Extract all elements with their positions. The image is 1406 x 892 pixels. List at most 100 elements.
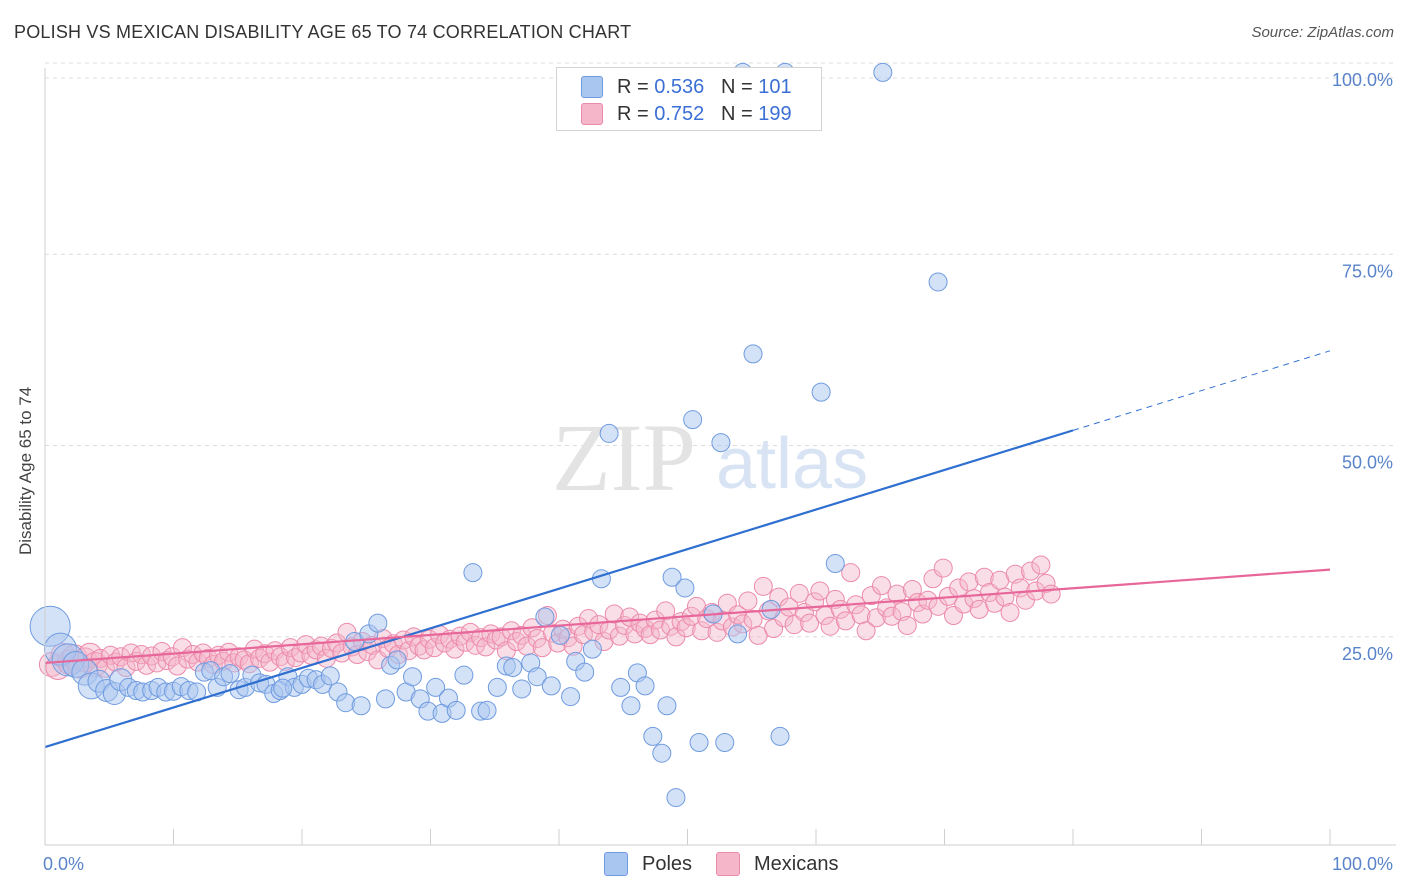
poles-point — [503, 658, 523, 678]
poles-point — [575, 662, 595, 682]
poles-point — [770, 726, 790, 746]
poles-r-label: R = — [617, 75, 649, 98]
poles-point — [711, 433, 731, 453]
mexicans-point — [866, 608, 886, 628]
legend-row-mexicans: R = 0.752 N = 199 — [581, 102, 792, 126]
watermark-zip: ZIP — [552, 404, 696, 511]
mexicans-point — [728, 605, 748, 625]
y-axis-label: Disability Age 65 to 74 — [16, 386, 35, 555]
mexicans-point — [1041, 584, 1061, 604]
mexicans-point — [810, 581, 830, 601]
mexicans-n-label: N = — [720, 102, 753, 125]
mexicans-point — [974, 567, 994, 587]
mexicans-point — [512, 625, 532, 645]
poles-point — [662, 567, 682, 587]
mexicans-point — [882, 606, 902, 626]
poles-point — [535, 607, 555, 627]
legend-item-mexicans[interactable]: Mexicans — [716, 852, 838, 876]
trendlines — [44, 350, 1331, 749]
series-legend: Poles Mexicans — [0, 852, 1406, 878]
poles-point — [689, 732, 709, 752]
poles-point — [426, 677, 446, 697]
mexicans-point — [527, 628, 547, 648]
mexicans-legend-swatch — [716, 852, 740, 876]
poles-point — [873, 62, 893, 82]
mexicans-point — [609, 626, 629, 646]
y-tick-label: 75.0% — [1342, 261, 1393, 281]
mexicans-r-value: 0.752 — [654, 102, 705, 125]
poles-point — [928, 272, 948, 292]
poles-point — [512, 679, 532, 699]
poles-point — [811, 382, 831, 402]
poles-point — [621, 696, 641, 716]
mexicans-point — [640, 625, 660, 645]
mexicans-point — [872, 576, 892, 596]
mexicans-point — [820, 616, 840, 636]
mexicans-point — [322, 638, 342, 658]
poles-point — [728, 624, 748, 644]
poles-points — [29, 62, 948, 808]
mexicans-point — [260, 652, 280, 672]
poles-point — [652, 743, 672, 763]
mexicans-point — [157, 651, 177, 671]
poles-trendline-extension — [1072, 350, 1331, 431]
source-label: Source: ZipAtlas.com — [1251, 24, 1394, 41]
axes — [44, 68, 1396, 846]
mexicans-point — [764, 619, 784, 639]
mexicans-n-value: 199 — [758, 102, 792, 125]
poles-point — [550, 625, 570, 645]
poles-r-value: 0.536 — [654, 75, 705, 98]
mexicans-point — [887, 584, 907, 604]
mexicans-point — [841, 563, 861, 583]
mexicans-point — [656, 601, 676, 621]
mexicans-point — [507, 632, 527, 652]
chart-title: POLISH VS MEXICAN DISABILITY AGE 65 TO 7… — [14, 22, 632, 42]
mexicans-point — [692, 621, 712, 641]
mexicans-point — [784, 615, 804, 635]
mexicans-point — [167, 656, 187, 676]
correlation-legend: R = 0.536 N = 101 R = 0.752 N = 199 — [556, 67, 822, 131]
gridlines — [45, 62, 1396, 638]
poles-point — [657, 696, 677, 716]
poles-point — [683, 410, 703, 430]
poles-point — [446, 700, 466, 720]
mexicans-point — [625, 624, 645, 644]
poles-point — [336, 693, 356, 713]
mexicans-point — [676, 618, 696, 638]
mexicans-point — [753, 576, 773, 596]
mexicans-point — [1031, 555, 1051, 575]
watermark: ZIP atlas — [552, 404, 868, 511]
poles-n-label: N = — [720, 75, 753, 98]
mexicans-point — [789, 583, 809, 603]
mexicans-r-label: R = — [617, 102, 649, 125]
mexicans-point — [707, 622, 727, 642]
mexicans-point — [851, 605, 871, 625]
poles-point — [825, 553, 845, 573]
poles-point — [351, 696, 371, 716]
mexicans-point — [923, 569, 943, 589]
poles-point — [368, 613, 388, 633]
poles-point — [743, 344, 763, 364]
mexicans-point — [979, 583, 999, 603]
poles-point — [403, 667, 423, 687]
mexicans-point — [471, 628, 491, 648]
poles-point — [477, 700, 497, 720]
y-tick-label: 25.0% — [1342, 644, 1393, 664]
poles-point — [273, 678, 293, 698]
mexicans-point — [152, 641, 172, 661]
poles-point — [220, 664, 240, 684]
x-tick-label: 0.0% — [43, 854, 84, 874]
mexicans-point — [1000, 602, 1020, 622]
poles-point — [582, 639, 602, 659]
poles-point — [487, 677, 507, 697]
mexicans-point — [861, 586, 881, 606]
poles-point — [635, 676, 655, 696]
poles-point — [387, 650, 407, 670]
poles-point — [611, 677, 631, 697]
mexicans-point — [800, 613, 820, 633]
mexicans-point — [1036, 573, 1056, 593]
poles-trendline — [44, 429, 1074, 749]
watermark-atlas: atlas — [716, 424, 868, 504]
poles-point — [463, 563, 483, 583]
legend-item-poles[interactable]: Poles — [604, 852, 692, 876]
